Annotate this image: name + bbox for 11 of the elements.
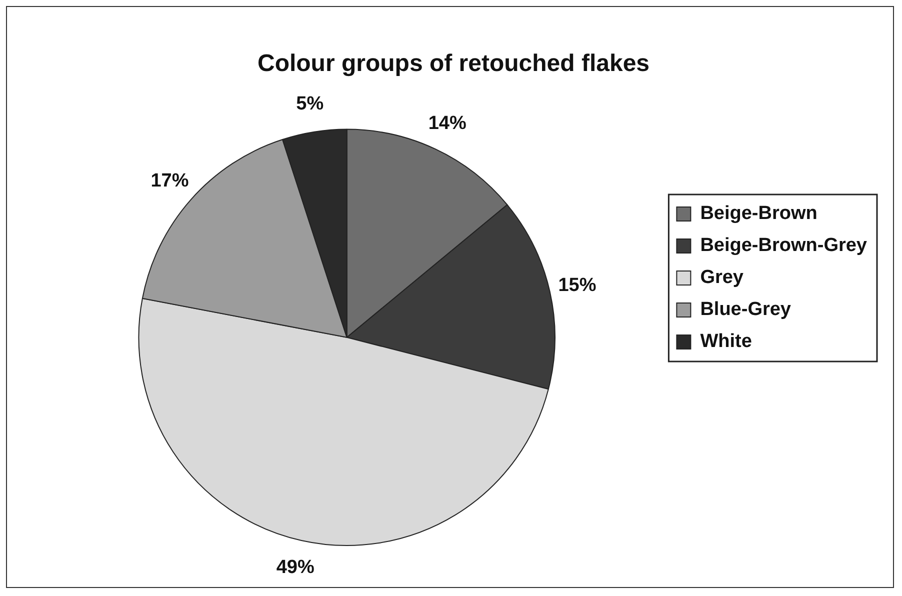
- data-label: 5%: [296, 93, 324, 114]
- data-label: 49%: [276, 557, 314, 578]
- chart-title: Colour groups of retouched flakes: [257, 50, 650, 78]
- legend-label: Blue-Grey: [700, 299, 792, 320]
- legend-label: White: [700, 331, 752, 352]
- legend-label: Grey: [700, 267, 744, 288]
- data-label: 15%: [558, 275, 596, 296]
- data-label: 14%: [428, 113, 466, 134]
- legend-label: Beige-Brown-Grey: [700, 235, 868, 256]
- data-label: 17%: [150, 170, 189, 192]
- legend-label: Beige-Brown: [700, 203, 818, 224]
